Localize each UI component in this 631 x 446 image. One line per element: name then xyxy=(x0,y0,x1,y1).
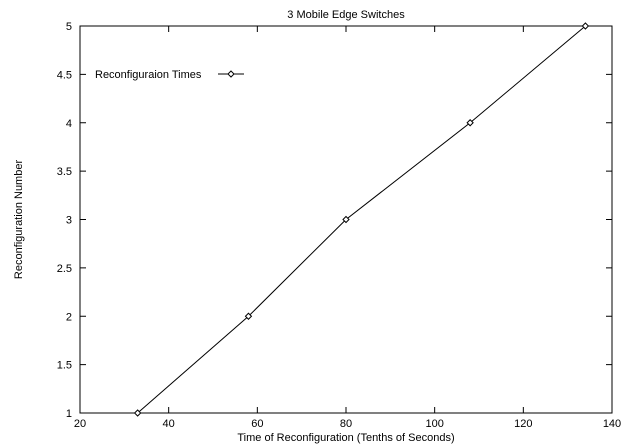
x-tick-label: 60 xyxy=(251,418,263,430)
chart-title: 3 Mobile Edge Switches xyxy=(287,9,405,21)
x-tick-label: 100 xyxy=(425,418,443,430)
series-layer xyxy=(133,22,590,417)
data-point-marker xyxy=(342,215,350,224)
y-axis: 1 1.5 2 2.5 3 3.5 4 4.5 5 xyxy=(57,21,612,420)
x-tick-label: 80 xyxy=(340,418,352,430)
y-tick-label: 1 xyxy=(66,408,72,420)
x-tick-label: 20 xyxy=(74,418,86,430)
x-tick-label: 120 xyxy=(514,418,532,430)
y-tick-label: 5 xyxy=(66,21,72,33)
y-axis-label: Reconfiguration Number xyxy=(13,160,25,280)
legend: Reconfiguraion Times xyxy=(95,69,244,81)
data-point-marker xyxy=(466,119,474,127)
series-line xyxy=(137,25,586,414)
x-axis: 20 40 60 80 100 120 140 xyxy=(74,26,621,430)
data-point-marker xyxy=(133,409,142,417)
y-tick-label: 2 xyxy=(66,311,72,323)
y-tick-label: 3.5 xyxy=(57,166,72,178)
y-tick-label: 3 xyxy=(66,215,72,227)
legend-diamond-marker xyxy=(227,70,235,78)
y-tick-label: 1.5 xyxy=(57,360,72,372)
legend-label: Reconfiguraion Times xyxy=(95,69,202,81)
y-tick-label: 2.5 xyxy=(57,263,72,275)
data-point-marker xyxy=(581,22,590,30)
x-axis-label: Time of Reconfiguration (Tenths of Secon… xyxy=(237,432,454,444)
x-tick-label: 140 xyxy=(603,418,621,430)
x-tick-label: 40 xyxy=(163,418,175,430)
y-tick-label: 4.5 xyxy=(57,69,72,81)
data-point-marker xyxy=(244,312,253,320)
y-tick-label: 4 xyxy=(66,118,72,130)
